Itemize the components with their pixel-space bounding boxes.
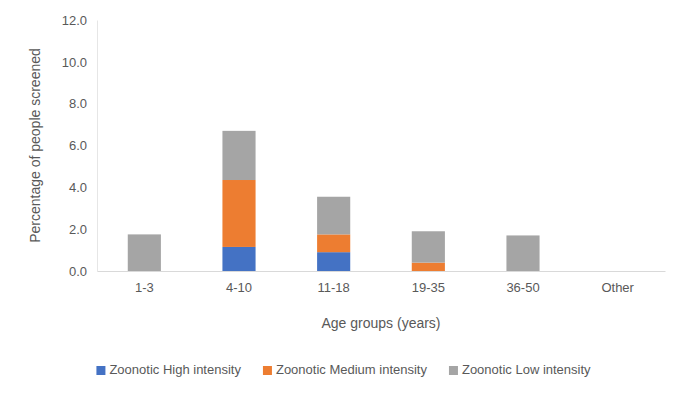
y-tick-label: 6.0 <box>69 138 87 153</box>
y-tick: 8.0 <box>69 96 97 111</box>
x-tick: 1-3 <box>135 271 154 295</box>
bar-segment <box>506 235 539 271</box>
x-tick: 19-35 <box>412 271 445 295</box>
x-tick: 4-10 <box>226 271 252 295</box>
series <box>222 180 444 271</box>
legend-swatch <box>263 366 272 375</box>
bar-segment <box>317 234 350 252</box>
bar-segment <box>222 247 255 271</box>
legend-item: Zoonotic Low intensity <box>449 362 591 377</box>
legend-label: Zoonotic High intensity <box>109 362 241 377</box>
bar-segment <box>317 252 350 271</box>
y-tick-label: 12.0 <box>62 13 87 28</box>
x-axis-title: Age groups (years) <box>321 315 440 331</box>
y-tick-label: 10.0 <box>62 54 87 69</box>
legend-item: Zoonotic High intensity <box>96 362 241 377</box>
bar-segment <box>601 271 634 272</box>
bar-segment <box>412 263 445 271</box>
x-tick-label: 1-3 <box>135 280 154 295</box>
x-tick-label: 19-35 <box>412 280 445 295</box>
x-tick-label: 4-10 <box>226 280 252 295</box>
series <box>128 131 540 271</box>
bar-segment <box>601 271 634 272</box>
bar-segment <box>128 234 161 271</box>
y-tick-label: 2.0 <box>69 222 87 237</box>
y-tick: 4.0 <box>69 180 97 195</box>
legend: Zoonotic High intensity Zoonotic Medium i… <box>96 362 591 377</box>
x-tick-label: 36-50 <box>506 280 539 295</box>
plot-area: 0.0 2.0 4.0 6.0 8.0 10.0 12.0 1-3 4-10 11-18 19-35… <box>62 13 666 296</box>
x-tick: Other <box>601 271 634 295</box>
y-tick: 2.0 <box>69 222 97 237</box>
x-tick-label: Other <box>601 280 634 295</box>
chart: 0.0 2.0 4.0 6.0 8.0 10.0 12.0 1-3 4-10 11-18 19-35… <box>0 0 687 396</box>
bars <box>128 131 540 271</box>
legend-swatch <box>96 366 105 375</box>
y-tick: 0.0 <box>69 264 97 279</box>
y-tick: 10.0 <box>62 54 97 69</box>
bar-segment <box>317 197 350 235</box>
y-tick-label: 4.0 <box>69 180 87 195</box>
legend-swatch <box>449 366 458 375</box>
x-tick: 11-18 <box>318 271 350 295</box>
y-tick-label: 8.0 <box>69 96 87 111</box>
y-tick: 12.0 <box>62 13 97 28</box>
legend-label: Zoonotic Medium intensity <box>276 362 428 377</box>
bar-segment <box>412 231 445 262</box>
x-tick: 36-50 <box>506 271 539 295</box>
bar-segment <box>222 131 255 180</box>
legend-label: Zoonotic Low intensity <box>462 362 591 377</box>
bar-segment <box>601 271 634 272</box>
y-axis-title: Percentage of people screened <box>27 48 43 243</box>
y-tick-label: 0.0 <box>69 264 87 279</box>
y-tick: 6.0 <box>69 138 97 153</box>
x-tick-label: 11-18 <box>318 280 350 295</box>
x-axis-line <box>98 271 666 272</box>
legend-item: Zoonotic Medium intensity <box>263 362 428 377</box>
x-axis: 1-3 4-10 11-18 19-35 36-50 Other <box>98 271 666 295</box>
y-axis-line <box>97 21 98 272</box>
bar-segment <box>222 180 255 247</box>
y-axis: 0.0 2.0 4.0 6.0 8.0 10.0 12.0 <box>62 13 98 279</box>
